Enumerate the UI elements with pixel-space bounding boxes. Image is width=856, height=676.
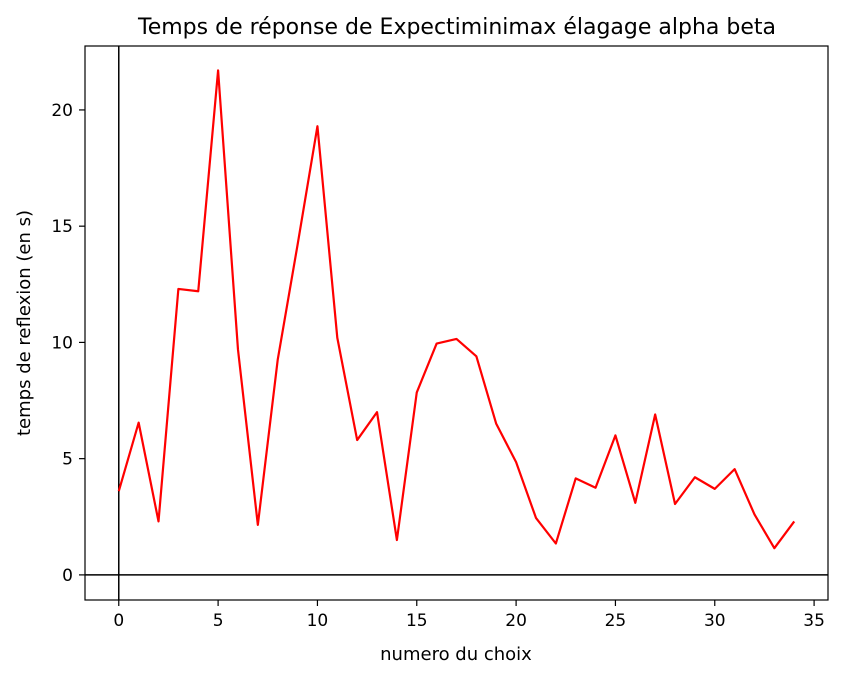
x-tick-label: 0: [113, 611, 124, 631]
y-tick-label: 20: [51, 101, 73, 121]
x-axis-label: numero du choix: [380, 644, 532, 665]
y-axis: 0 5 10 15 20: [51, 101, 85, 586]
y-tick-label: 5: [62, 450, 73, 470]
x-tick-label: 10: [307, 611, 329, 631]
y-axis-label: temps de reflexion (en s): [14, 210, 35, 436]
x-axis: 0 5 10 15 20 25 30 35: [113, 600, 825, 631]
y-tick-label: 15: [51, 217, 73, 237]
x-tick-label: 5: [213, 611, 224, 631]
series-layer: [117, 69, 796, 550]
x-tick-label: 35: [803, 611, 825, 631]
x-tick-label: 20: [505, 611, 527, 631]
x-tick-label: 30: [704, 611, 726, 631]
x-tick-label: 15: [406, 611, 428, 631]
reference-lines: [85, 46, 828, 600]
y-tick-label: 0: [62, 566, 73, 586]
plot-frame: [84, 45, 829, 601]
series-line: [117, 69, 796, 550]
chart-title: Temps de réponse de Expectiminimax élaga…: [137, 15, 776, 40]
x-tick-label: 25: [605, 611, 627, 631]
y-tick-label: 10: [51, 333, 73, 353]
